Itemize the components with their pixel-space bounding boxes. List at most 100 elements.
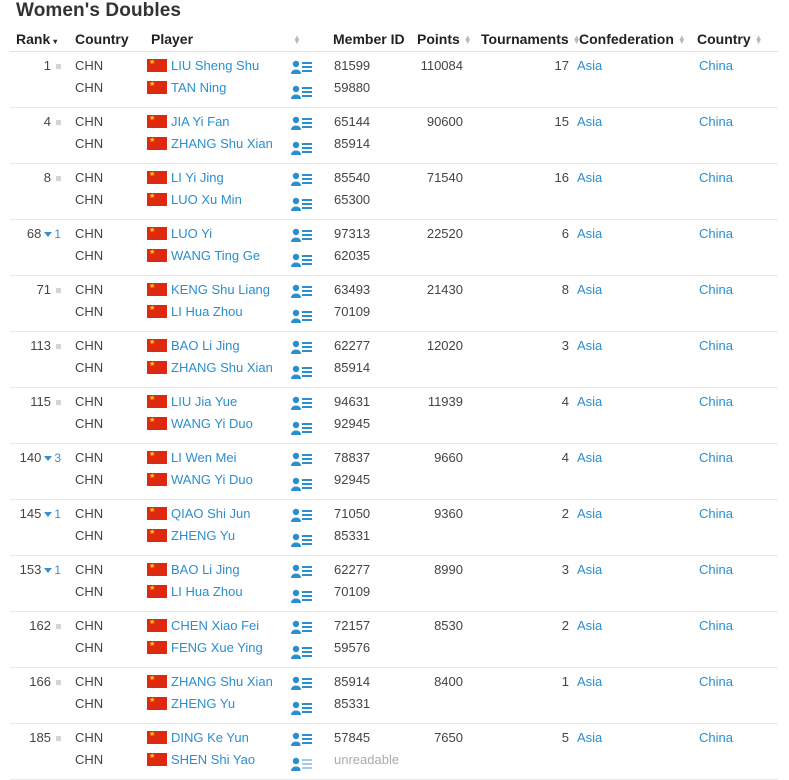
col-header-rank[interactable]: Rank ▾ xyxy=(10,26,67,52)
player-profile-icon[interactable] xyxy=(291,141,313,155)
sort-desc-icon[interactable]: ▾ xyxy=(53,36,58,46)
player2-country: CHN xyxy=(75,304,104,319)
country-link[interactable]: China xyxy=(699,506,733,521)
col-header-points[interactable]: Points ▲ ▼ xyxy=(407,26,472,52)
player-profile-icon[interactable] xyxy=(291,85,313,99)
country-link[interactable]: China xyxy=(699,394,733,409)
player2-name-link[interactable]: WANG Yi Duo xyxy=(171,472,253,487)
player1-name-link[interactable]: LUO Yi xyxy=(171,226,213,241)
country-link[interactable]: China xyxy=(699,674,733,689)
player2-name-link[interactable]: LUO Xu Min xyxy=(171,192,242,207)
tournaments-cell: 17 xyxy=(471,51,577,108)
col-header-country[interactable]: Country xyxy=(67,26,141,52)
player-profile-icon[interactable] xyxy=(291,309,313,323)
rank-change: 1 xyxy=(54,563,61,577)
player-profile-icon[interactable] xyxy=(291,676,313,690)
player2-name-link[interactable]: LI Hua Zhou xyxy=(171,584,243,599)
col-header-tournaments[interactable]: Tournaments ▲ ▼ xyxy=(471,26,581,52)
country-link[interactable]: China xyxy=(699,282,733,297)
confederation-link[interactable]: Asia xyxy=(577,506,603,521)
player-profile-icon[interactable] xyxy=(291,452,313,466)
country-link[interactable]: China xyxy=(699,618,733,633)
player1-name-link[interactable]: DING Ke Yun xyxy=(171,730,249,745)
player-profile-icon[interactable] xyxy=(291,340,313,354)
sort-icon[interactable]: ▲ ▼ xyxy=(754,32,763,46)
player1-name-link[interactable]: BAO Li Jing xyxy=(171,562,240,577)
sort-icon[interactable]: ▲ ▼ xyxy=(572,32,581,46)
player-profile-icon[interactable] xyxy=(291,533,313,547)
player1-name-link[interactable]: BAO Li Jing xyxy=(171,338,240,353)
player-profile-icon[interactable] xyxy=(291,589,313,603)
country-link[interactable]: China xyxy=(699,450,733,465)
player-profile-icon[interactable] xyxy=(291,421,313,435)
player-profile-icon[interactable] xyxy=(291,396,313,410)
player1-name-link[interactable]: LIU Sheng Shu xyxy=(171,58,260,73)
player2-name-link[interactable]: SHEN Shi Yao xyxy=(171,752,256,767)
player-profile-icon[interactable] xyxy=(291,732,313,746)
player2-name-link[interactable]: ZHANG Shu Xian xyxy=(171,136,273,151)
player2-name-link[interactable]: ZHANG Shu Xian xyxy=(171,360,273,375)
confederation-link[interactable]: Asia xyxy=(577,226,603,241)
player1-name-link[interactable]: LI Wen Mei xyxy=(171,450,237,465)
player-profile-icon[interactable] xyxy=(291,228,313,242)
confederation-link[interactable]: Asia xyxy=(577,618,603,633)
confederation-link[interactable]: Asia xyxy=(577,282,603,297)
player1-name-link[interactable]: CHEN Xiao Fei xyxy=(171,618,260,633)
player2-name-link[interactable]: ZHENG Yu xyxy=(171,528,236,543)
confederation-link[interactable]: Asia xyxy=(577,394,603,409)
player1-name-link[interactable]: ZHANG Shu Xian xyxy=(171,674,273,689)
confederation-link[interactable]: Asia xyxy=(577,674,603,689)
player1-name-link[interactable]: LI Yi Jing xyxy=(171,170,224,185)
player1-name-link[interactable]: KENG Shu Liang xyxy=(171,282,271,297)
player-profile-icon[interactable] xyxy=(291,564,313,578)
country-cell: CHN CHN xyxy=(67,51,141,108)
confederation-link[interactable]: Asia xyxy=(577,730,603,745)
player-profile-icon[interactable] xyxy=(291,365,313,379)
player-profile-icon[interactable] xyxy=(291,508,313,522)
sort-icon[interactable]: ▲ ▼ xyxy=(677,32,686,46)
col-header-member-id[interactable]: Member ID xyxy=(321,26,407,52)
player-profile-icon[interactable] xyxy=(291,253,313,267)
confederation-link[interactable]: Asia xyxy=(577,338,603,353)
member-id-cell: 72157 59576 xyxy=(321,611,407,668)
player-profile-icon[interactable] xyxy=(291,172,313,186)
country-link[interactable]: China xyxy=(699,730,733,745)
player-profile-icon[interactable] xyxy=(291,284,313,298)
sort-icon[interactable]: ▲ ▼ xyxy=(463,32,472,46)
col-header-country2[interactable]: Country ▲ ▼ xyxy=(694,26,778,52)
points-cell: 9660 xyxy=(407,443,471,500)
player2-name-link[interactable]: WANG Ting Ge xyxy=(171,248,261,263)
player-profile-icon[interactable] xyxy=(291,477,313,491)
player2-name-link[interactable]: WANG Yi Duo xyxy=(171,416,253,431)
player1-name-link[interactable]: QIAO Shi Jun xyxy=(171,506,251,521)
rank-value: 4 xyxy=(43,114,51,129)
player2-member-id: 85914 xyxy=(334,136,371,151)
player-profile-icon[interactable] xyxy=(291,620,313,634)
player2-name-link[interactable]: LI Hua Zhou xyxy=(171,304,243,319)
country-link[interactable]: China xyxy=(699,562,733,577)
player-profile-icon[interactable] xyxy=(291,197,313,211)
confederation-link[interactable]: Asia xyxy=(577,562,603,577)
col-header-confederation[interactable]: Confederation ▲ ▼ xyxy=(577,26,694,52)
player-profile-icon[interactable] xyxy=(291,116,313,130)
player-profile-icon[interactable] xyxy=(291,60,313,74)
col-header-player[interactable]: Player ▲ ▼ xyxy=(141,26,321,52)
country-link[interactable]: China xyxy=(699,338,733,353)
confederation-link[interactable]: Asia xyxy=(577,114,603,129)
confederation-link[interactable]: Asia xyxy=(577,170,603,185)
player1-name-link[interactable]: JIA Yi Fan xyxy=(171,114,230,129)
country-link[interactable]: China xyxy=(699,170,733,185)
player2-name-link[interactable]: ZHENG Yu xyxy=(171,696,236,711)
confederation-link[interactable]: Asia xyxy=(577,450,603,465)
player1-name-link[interactable]: LIU Jia Yue xyxy=(171,394,238,409)
confederation-link[interactable]: Asia xyxy=(577,58,603,73)
sort-icon[interactable]: ▲ ▼ xyxy=(293,32,301,46)
player2-name-link[interactable]: FENG Xue Ying xyxy=(171,640,263,655)
country-link[interactable]: China xyxy=(699,226,733,241)
country-link[interactable]: China xyxy=(699,114,733,129)
player-profile-icon[interactable] xyxy=(291,645,313,659)
country-link[interactable]: China xyxy=(699,58,733,73)
player-profile-icon[interactable] xyxy=(291,701,313,715)
player2-name-link[interactable]: TAN Ning xyxy=(171,80,227,95)
confederation-cell: Asia xyxy=(577,499,694,556)
